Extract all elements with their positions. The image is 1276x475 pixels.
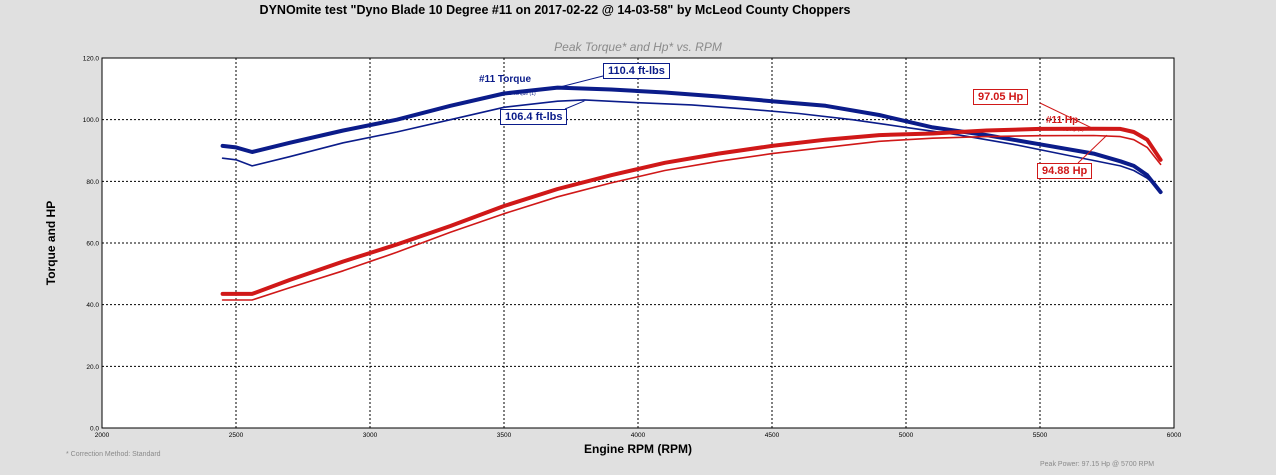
y-axis-label: Torque and HP <box>44 201 58 285</box>
series-line <box>220 126 1163 296</box>
x-tick-label: 5500 <box>1033 432 1048 439</box>
y-tick-label: 120.0 <box>83 56 100 63</box>
chart-subtitle: Peak Torque* and Hp* vs. RPM <box>554 40 722 54</box>
series-line <box>220 85 1163 195</box>
x-tick-label: 3500 <box>497 432 512 439</box>
torque-peak-1-callout: 106.4 ft-lbs <box>500 109 568 125</box>
torque-series-label-11: #11 Torque <box>479 74 532 85</box>
x-tick-label: 4500 <box>765 432 780 439</box>
peak-power-footnote: Peak Power: 97.15 Hp @ 5700 RPM <box>1040 461 1155 468</box>
hp-peak-11-callout: 97.05 Hp <box>973 89 1029 105</box>
x-tick-label: 4000 <box>631 432 646 439</box>
y-tick-label: 100.0 <box>83 117 100 124</box>
x-tick-label: 6000 <box>1167 432 1182 439</box>
correction-footnote: * Correction Method: Standard <box>66 451 161 458</box>
x-tick-label: 5000 <box>899 432 914 439</box>
series-line <box>221 134 1162 301</box>
y-tick-label: 0.0 <box>90 426 99 433</box>
y-tick-label: 40.0 <box>86 302 99 309</box>
y-tick-label: 80.0 <box>86 179 99 186</box>
hp-peak-1-callout: 94.88 Hp <box>1037 163 1093 179</box>
x-tick-label: 3000 <box>363 432 378 439</box>
x-tick-label: 2500 <box>229 432 244 439</box>
y-tick-label: 60.0 <box>86 241 99 248</box>
hp-series-label-1: #1 Hp (1) <box>1063 127 1084 133</box>
series-line <box>221 99 1162 192</box>
y-tick-label: 20.0 <box>86 364 99 371</box>
x-axis-label: Engine RPM (RPM) <box>584 442 692 456</box>
callout-leader <box>564 100 585 110</box>
torque-peak-11-callout: 110.4 ft-lbs <box>603 63 670 79</box>
callout-leader <box>1039 102 1094 130</box>
x-tick-label: 2000 <box>95 432 110 439</box>
torque-series-label-1: #1 Torque (1) <box>506 91 536 97</box>
callout-leader <box>1077 134 1108 164</box>
hp-series-label-11: #11 Hp <box>1046 115 1079 126</box>
callout-leader <box>557 75 604 89</box>
chart-title: DYNOmite test "Dyno Blade 10 Degree #11 … <box>259 3 851 17</box>
